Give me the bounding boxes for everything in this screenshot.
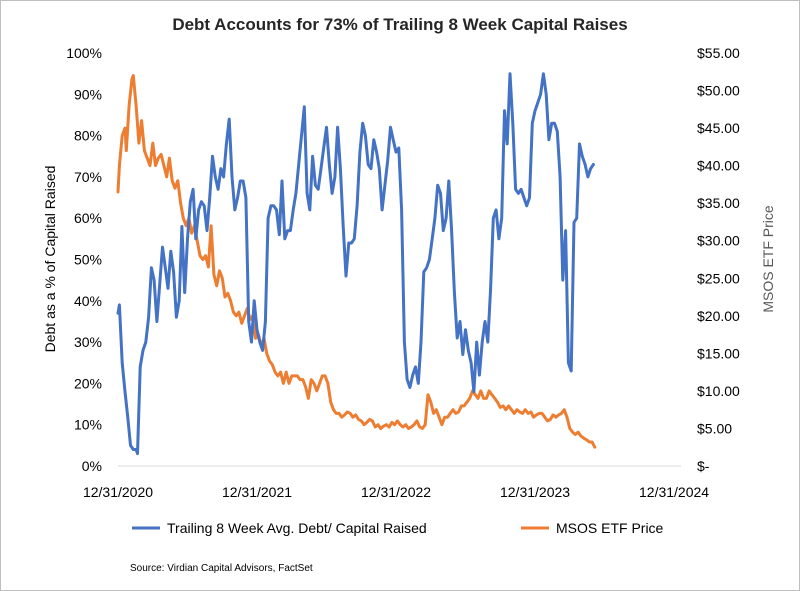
left-tick-label: 90%: [74, 86, 102, 102]
left-tick-label: 100%: [66, 45, 102, 61]
left-tick-label: 40%: [74, 293, 102, 309]
legend-label-msos: MSOS ETF Price: [556, 520, 664, 536]
legend-label-debt: Trailing 8 Week Avg. Debt/ Capital Raise…: [167, 520, 427, 536]
left-tick-label: 0%: [82, 458, 102, 474]
right-tick-label: $50.00: [697, 83, 740, 99]
right-tick-label: $5.00: [697, 420, 732, 436]
left-tick-label: 30%: [74, 334, 102, 350]
right-tick-label: $20.00: [697, 308, 740, 324]
chart-title: Debt Accounts for 73% of Trailing 8 Week…: [172, 15, 627, 34]
x-tick-label: 12/31/2024: [639, 484, 709, 500]
legend: Trailing 8 Week Avg. Debt/ Capital Raise…: [132, 520, 664, 536]
left-tick-label: 50%: [74, 252, 102, 268]
right-axis-ticks: $- $5.00 $10.00 $15.00 $20.00 $25.00 $30.00 $35…: [697, 45, 740, 474]
right-tick-label: $55.00: [697, 45, 740, 61]
left-axis-title: Debt as a % of Capital Raised: [42, 166, 58, 353]
right-tick-label: $-: [697, 458, 710, 474]
right-tick-label: $40.00: [697, 158, 740, 174]
x-tick-label: 12/31/2023: [500, 484, 570, 500]
x-axis-ticks: 12/31/2020 12/31/2021 12/31/2022 12/31/2023…: [83, 484, 709, 500]
x-tick-label: 12/31/2020: [83, 484, 153, 500]
right-tick-label: $10.00: [697, 383, 740, 399]
right-tick-label: $25.00: [697, 270, 740, 286]
x-tick-label: 12/31/2021: [222, 484, 292, 500]
left-tick-label: 70%: [74, 169, 102, 185]
series-line-debt: [116, 72, 595, 456]
right-tick-label: $35.00: [697, 195, 740, 211]
right-tick-label: $30.00: [697, 233, 740, 249]
left-tick-label: 80%: [74, 128, 102, 144]
right-axis-title: MSOS ETF Price: [760, 205, 776, 313]
x-tick-label: 12/31/2022: [361, 484, 431, 500]
left-tick-label: 10%: [74, 417, 102, 433]
left-tick-label: 20%: [74, 375, 102, 391]
right-tick-label: $15.00: [697, 345, 740, 361]
series-line-msos: [116, 74, 597, 449]
source-note: Source: Virdian Capital Advisors, FactSe…: [130, 563, 313, 574]
left-axis-ticks: 0% 10% 20% 30% 40% 50% 60% 70% 80% 90% 100%: [66, 45, 102, 474]
right-tick-label: $45.00: [697, 120, 740, 136]
left-tick-label: 60%: [74, 210, 102, 226]
series-layer: [116, 72, 597, 456]
